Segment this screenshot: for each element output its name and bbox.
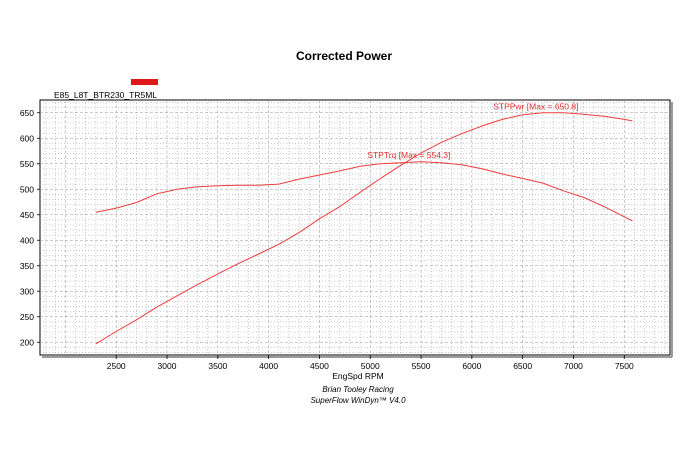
x-tick-label: 4000: [259, 361, 278, 371]
x-tick-label: 4500: [310, 361, 329, 371]
y-axis-ticks: 200 250 300 350 400 450 500 550 600 650: [20, 108, 40, 347]
series-line-stppwr: [95, 112, 633, 345]
grid: [40, 100, 670, 355]
annotation-stptrq: STPTrq [Max = 554.3]: [367, 150, 450, 160]
legend-swatch: [131, 79, 158, 85]
x-tick-label: 3500: [208, 361, 227, 371]
x-tick-label: 5000: [361, 361, 380, 371]
y-tick-label: 450: [20, 210, 34, 220]
x-tick-label: 6000: [462, 361, 481, 371]
y-tick-label: 250: [20, 312, 34, 322]
credit-line-2: SuperFlow WinDyn™ V4.0: [310, 396, 406, 405]
series-line-stptrq: [95, 161, 633, 222]
legend-label: E85_L8T_BTR230_TR5ML: [54, 90, 157, 100]
x-axis-label: EngSpd RPM: [332, 371, 384, 381]
y-tick-label: 400: [20, 235, 34, 245]
y-tick-label: 650: [20, 108, 34, 118]
x-axis-ticks: 2500 3000 3500 4000 4500 5000 5500 6000 6500 7000…: [107, 355, 634, 371]
annotation-stppwr: STPPwr [Max = 650.8]: [493, 102, 578, 112]
y-tick-label: 350: [20, 261, 34, 271]
plot-area: [39, 99, 673, 358]
x-tick-label: 3000: [158, 361, 177, 371]
y-tick-label: 600: [20, 133, 34, 143]
chart-title: Corrected Power: [296, 49, 392, 63]
credit-line-1: Brian Tooley Racing: [322, 385, 394, 394]
y-tick-label: 200: [20, 337, 34, 347]
x-tick-label: 7500: [615, 361, 634, 371]
x-tick-label: 5500: [412, 361, 431, 371]
x-tick-label: 2500: [107, 361, 126, 371]
x-tick-label: 7000: [564, 361, 583, 371]
series-annotations: STPPwr [Max = 650.8] STPTrq [Max = 554.3]: [367, 102, 578, 160]
y-tick-label: 550: [20, 159, 34, 169]
plot-border: [39, 99, 671, 356]
y-tick-label: 500: [20, 184, 34, 194]
series-lines: [95, 112, 633, 345]
y-tick-label: 300: [20, 286, 34, 296]
x-tick-label: 6500: [513, 361, 532, 371]
